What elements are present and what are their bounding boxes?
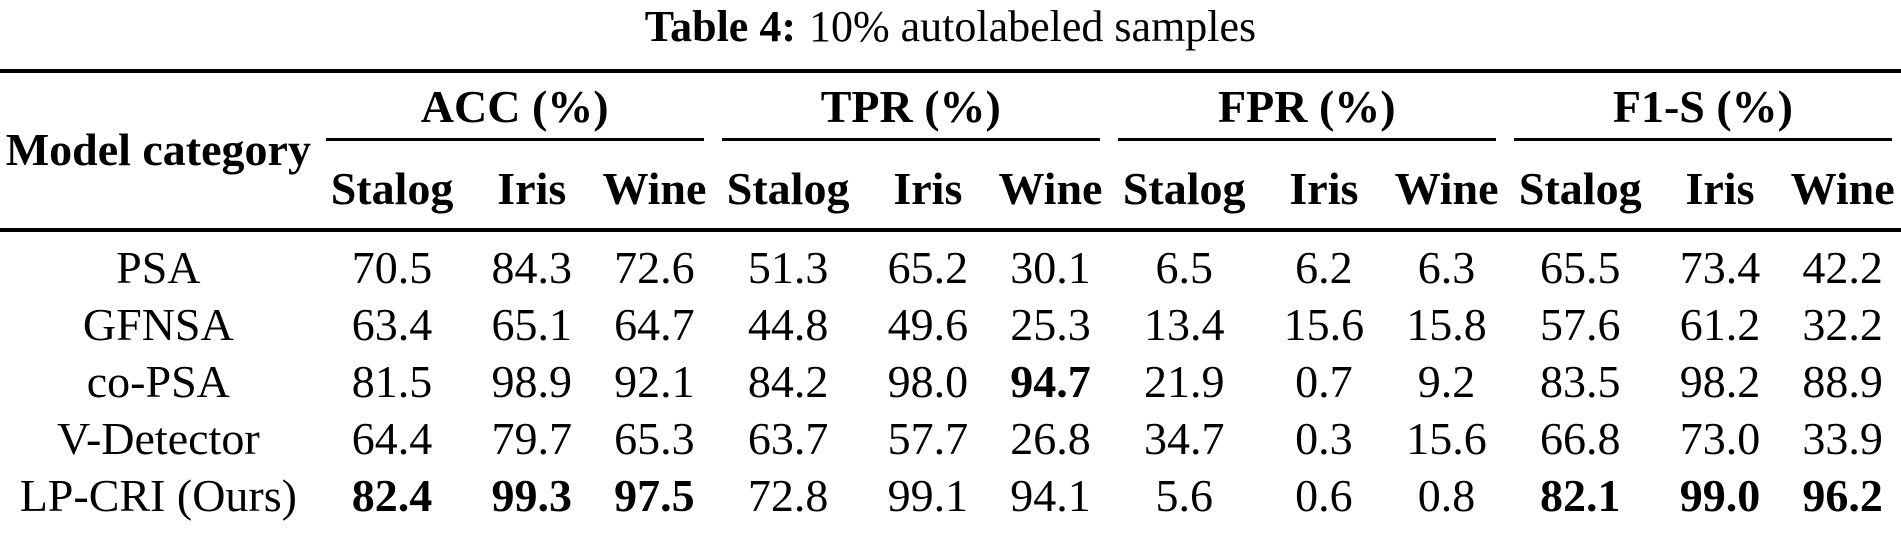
- model-cell: V-Detector: [56, 413, 260, 465]
- data-cell: 32.2: [1802, 299, 1883, 351]
- data-cell: 65.5: [1540, 242, 1621, 294]
- data-cell: 30.1: [1010, 242, 1091, 294]
- data-cell: 49.6: [887, 299, 969, 351]
- data-cell: 6.3: [1417, 242, 1476, 294]
- data-cell: 83.5: [1540, 356, 1621, 408]
- column-group-tpr: TPR (%): [713, 71, 1109, 141]
- data-cell: 79.7: [491, 413, 573, 465]
- table-row-gfnsa: GFNSA 63.4 65.1 64.7 44.8 49.6 25.3 13.4…: [0, 297, 1901, 354]
- data-cell: 66.8: [1540, 413, 1621, 465]
- column-header-f1s-wine: Wine: [1784, 141, 1901, 232]
- data-cell: 92.1: [614, 356, 695, 408]
- data-cell: 73.4: [1679, 242, 1761, 294]
- data-cell: 5.6: [1155, 470, 1213, 522]
- data-cell: 98.2: [1679, 356, 1761, 408]
- data-cell: 6.5: [1155, 242, 1213, 294]
- model-cell: LP-CRI (Ours): [19, 470, 297, 522]
- results-table: Model category ACC (%) TPR (%) FPR (%) F…: [0, 69, 1901, 537]
- data-cell: 15.6: [1283, 299, 1365, 351]
- column-header-acc-iris: Iris: [467, 141, 597, 232]
- data-cell: 65.1: [491, 299, 573, 351]
- column-header-acc-stalog: Stalog: [316, 141, 468, 232]
- data-cell: 0.6: [1295, 470, 1353, 522]
- data-cell: 65.3: [614, 413, 695, 465]
- data-cell: 63.7: [747, 413, 829, 465]
- data-cell: 21.9: [1143, 356, 1225, 408]
- column-header-acc-wine: Wine: [596, 141, 713, 232]
- data-cell: 0.3: [1295, 413, 1353, 465]
- data-cell: 9.2: [1417, 356, 1476, 408]
- column-header-model-category: Model category: [0, 71, 317, 232]
- data-cell: 99.0: [1679, 470, 1761, 522]
- data-cell: 15.8: [1406, 299, 1487, 351]
- data-cell: 82.1: [1540, 470, 1621, 522]
- data-cell: 64.7: [614, 299, 695, 351]
- data-cell: 97.5: [614, 470, 695, 522]
- data-cell: 42.2: [1802, 242, 1883, 294]
- data-cell: 25.3: [1010, 299, 1091, 351]
- column-group-acc-label: ACC (%): [420, 80, 609, 132]
- data-cell: 94.1: [1010, 470, 1091, 522]
- data-cell: 26.8: [1010, 413, 1091, 465]
- column-header-tpr-iris: Iris: [863, 141, 993, 232]
- data-cell: 34.7: [1143, 413, 1225, 465]
- data-cell: 57.6: [1540, 299, 1621, 351]
- column-header-fpr-iris: Iris: [1259, 141, 1389, 232]
- data-cell: 44.8: [747, 299, 829, 351]
- data-cell: 82.4: [351, 470, 433, 522]
- data-cell: 33.9: [1802, 413, 1883, 465]
- data-cell: 72.8: [747, 470, 829, 522]
- table-caption-text: 10% autolabeled samples: [808, 2, 1257, 51]
- table-row-lp-cri-ours: LP-CRI (Ours) 82.4 99.3 97.5 72.8 99.1 9…: [0, 468, 1901, 537]
- data-cell: 0.7: [1295, 356, 1353, 408]
- data-cell: 94.7: [1010, 356, 1091, 408]
- column-header-fpr-stalog: Stalog: [1108, 141, 1260, 232]
- data-cell: 13.4: [1143, 299, 1225, 351]
- table-row-v-detector: V-Detector 64.4 79.7 65.3 63.7 57.7 26.8…: [0, 411, 1901, 468]
- data-cell: 57.7: [887, 413, 969, 465]
- column-group-fpr-label: FPR (%): [1218, 80, 1396, 132]
- data-cell: 65.2: [887, 242, 969, 294]
- data-cell: 61.2: [1679, 299, 1761, 351]
- column-group-tpr-label: TPR (%): [820, 80, 1001, 132]
- data-cell: 96.2: [1802, 470, 1883, 522]
- data-cell: 98.9: [491, 356, 573, 408]
- column-group-f1s: F1-S (%): [1505, 71, 1901, 141]
- data-cell: 70.5: [351, 242, 433, 294]
- column-group-f1s-label: F1-S (%): [1612, 80, 1793, 132]
- column-header-fpr-wine: Wine: [1388, 141, 1505, 232]
- data-cell: 99.3: [491, 470, 573, 522]
- data-cell: 72.6: [614, 242, 695, 294]
- data-cell: 0.8: [1417, 470, 1476, 522]
- model-cell: PSA: [116, 242, 201, 294]
- group-header-row: Model category ACC (%) TPR (%) FPR (%) F…: [0, 71, 1901, 232]
- table-row-psa: PSA 70.5 84.3 72.6 51.3 65.2 30.1 6.5 6.…: [0, 230, 1901, 297]
- data-cell: 64.4: [351, 413, 433, 465]
- column-header-f1s-stalog: Stalog: [1504, 141, 1656, 232]
- table-caption: Table 4: 10% autolabeled samples: [0, 0, 1901, 69]
- column-header-tpr-stalog: Stalog: [712, 141, 864, 232]
- sub-header-row: Stalog Iris Wine Stalog Iris Wine Stalog…: [0, 141, 1901, 232]
- data-cell: 99.1: [887, 470, 969, 522]
- model-cell: co-PSA: [86, 356, 230, 408]
- data-cell: 63.4: [351, 299, 433, 351]
- data-cell: 6.2: [1295, 242, 1353, 294]
- data-cell: 15.6: [1406, 413, 1487, 465]
- table-caption-label: Table 4:: [644, 2, 796, 51]
- data-cell: 73.0: [1679, 413, 1761, 465]
- data-cell: 84.2: [747, 356, 829, 408]
- model-cell: GFNSA: [82, 299, 234, 351]
- data-cell: 81.5: [351, 356, 433, 408]
- data-cell: 98.0: [887, 356, 969, 408]
- column-header-tpr-wine: Wine: [992, 141, 1109, 232]
- data-cell: 51.3: [747, 242, 829, 294]
- data-cell: 88.9: [1802, 356, 1883, 408]
- column-header-f1s-iris: Iris: [1655, 141, 1785, 232]
- table-row-co-psa: co-PSA 81.5 98.9 92.1 84.2 98.0 94.7 21.…: [0, 354, 1901, 411]
- column-group-fpr: FPR (%): [1109, 71, 1505, 141]
- data-cell: 84.3: [491, 242, 573, 294]
- column-group-acc: ACC (%): [317, 71, 713, 141]
